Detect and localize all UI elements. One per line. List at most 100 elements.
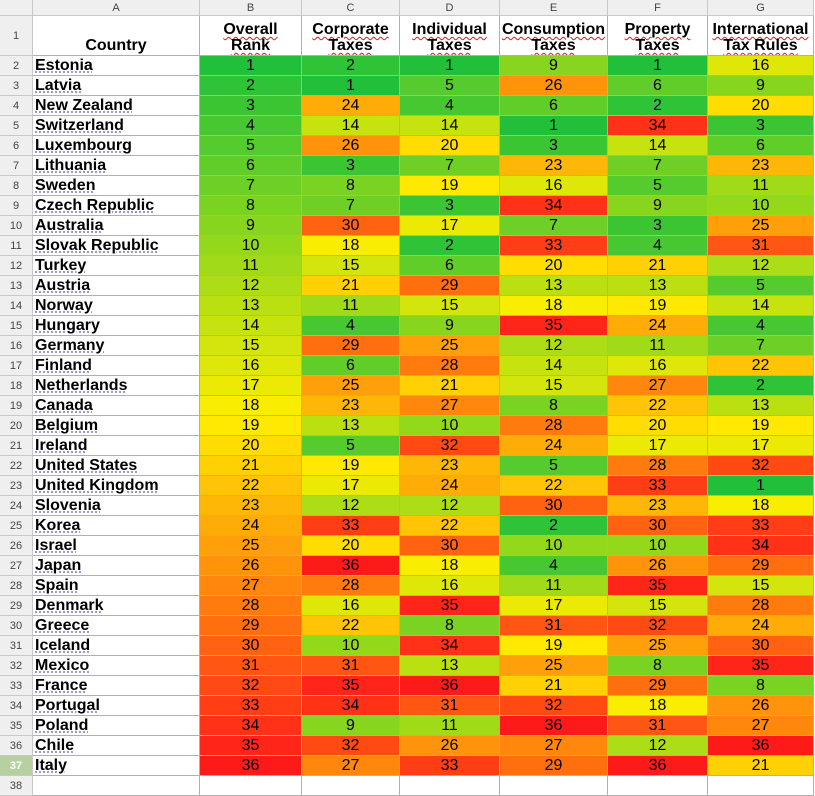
rank-cell-e[interactable]: 11 [500,576,608,596]
rank-cell-g[interactable]: 5 [708,276,814,296]
rank-cell-f[interactable]: 33 [608,476,708,496]
rank-cell-b[interactable]: 12 [200,276,302,296]
row-number[interactable]: 17 [0,356,33,376]
row-number[interactable]: 20 [0,416,33,436]
row-number[interactable]: 6 [0,136,33,156]
rank-cell-f[interactable]: 7 [608,156,708,176]
rank-cell-b[interactable]: 6 [200,156,302,176]
row-number[interactable]: 21 [0,436,33,456]
column-header-f[interactable]: F [608,0,708,16]
rank-cell-f[interactable]: 28 [608,456,708,476]
rank-cell-c[interactable]: 10 [302,636,400,656]
empty-cell[interactable] [500,776,608,796]
rank-cell-d[interactable]: 10 [400,416,500,436]
rank-cell-g[interactable]: 21 [708,756,814,776]
rank-cell-b[interactable]: 23 [200,496,302,516]
rank-cell-f[interactable]: 29 [608,676,708,696]
rank-cell-d[interactable]: 1 [400,56,500,76]
rank-cell-g[interactable]: 15 [708,576,814,596]
rank-cell-b[interactable]: 18 [200,396,302,416]
country-cell[interactable]: Slovenia [33,496,200,516]
rank-cell-b[interactable]: 15 [200,336,302,356]
rank-cell-f[interactable]: 32 [608,616,708,636]
rank-cell-d[interactable]: 7 [400,156,500,176]
rank-cell-b[interactable]: 21 [200,456,302,476]
rank-cell-d[interactable]: 4 [400,96,500,116]
rank-cell-g[interactable]: 12 [708,256,814,276]
row-number[interactable]: 4 [0,96,33,116]
rank-cell-b[interactable]: 13 [200,296,302,316]
rank-cell-g[interactable]: 29 [708,556,814,576]
rank-cell-c[interactable]: 4 [302,316,400,336]
row-number[interactable]: 18 [0,376,33,396]
rank-cell-g[interactable]: 22 [708,356,814,376]
rank-cell-d[interactable]: 36 [400,676,500,696]
rank-cell-d[interactable]: 15 [400,296,500,316]
rank-cell-b[interactable]: 9 [200,216,302,236]
country-cell[interactable]: Italy [33,756,200,776]
rank-cell-f[interactable]: 13 [608,276,708,296]
rank-cell-e[interactable]: 13 [500,276,608,296]
row-number[interactable]: 38 [0,776,33,796]
rank-cell-d[interactable]: 18 [400,556,500,576]
rank-cell-f[interactable]: 23 [608,496,708,516]
rank-cell-e[interactable]: 2 [500,516,608,536]
rank-cell-g[interactable]: 36 [708,736,814,756]
rank-cell-g[interactable]: 24 [708,616,814,636]
empty-cell[interactable] [200,776,302,796]
rank-cell-g[interactable]: 18 [708,496,814,516]
rank-cell-d[interactable]: 30 [400,536,500,556]
rank-cell-e[interactable]: 6 [500,96,608,116]
row-number[interactable]: 22 [0,456,33,476]
rank-cell-g[interactable]: 13 [708,396,814,416]
row-number[interactable]: 2 [0,56,33,76]
rank-cell-c[interactable]: 19 [302,456,400,476]
rank-cell-f[interactable]: 8 [608,656,708,676]
row-number[interactable]: 36 [0,736,33,756]
country-cell[interactable]: Denmark [33,596,200,616]
rank-cell-d[interactable]: 2 [400,236,500,256]
rank-cell-f[interactable]: 10 [608,536,708,556]
rank-cell-g[interactable]: 16 [708,56,814,76]
rank-cell-b[interactable]: 36 [200,756,302,776]
rank-cell-b[interactable]: 32 [200,676,302,696]
rank-cell-d[interactable]: 24 [400,476,500,496]
rank-cell-b[interactable]: 8 [200,196,302,216]
rank-cell-c[interactable]: 29 [302,336,400,356]
country-cell[interactable]: Lithuania [33,156,200,176]
rank-cell-b[interactable]: 22 [200,476,302,496]
row-number[interactable]: 26 [0,536,33,556]
country-cell[interactable]: Norway [33,296,200,316]
rank-cell-b[interactable]: 25 [200,536,302,556]
row-number[interactable]: 31 [0,636,33,656]
rank-cell-g[interactable]: 32 [708,456,814,476]
rank-cell-g[interactable]: 8 [708,676,814,696]
row-number[interactable]: 10 [0,216,33,236]
rank-cell-d[interactable]: 14 [400,116,500,136]
country-cell[interactable]: Korea [33,516,200,536]
rank-cell-c[interactable]: 14 [302,116,400,136]
country-cell[interactable]: Poland [33,716,200,736]
country-cell[interactable]: Hungary [33,316,200,336]
rank-cell-b[interactable]: 34 [200,716,302,736]
rank-cell-f[interactable]: 6 [608,76,708,96]
rank-cell-b[interactable]: 28 [200,596,302,616]
rank-cell-d[interactable]: 16 [400,576,500,596]
row-number[interactable]: 8 [0,176,33,196]
row-number[interactable]: 7 [0,156,33,176]
row-number[interactable]: 27 [0,556,33,576]
row-number[interactable]: 34 [0,696,33,716]
rank-cell-f[interactable]: 9 [608,196,708,216]
row-number[interactable]: 1 [0,16,33,56]
rank-cell-c[interactable]: 22 [302,616,400,636]
country-cell[interactable]: Finland [33,356,200,376]
rank-cell-d[interactable]: 26 [400,736,500,756]
rank-cell-f[interactable]: 35 [608,576,708,596]
row-number[interactable]: 19 [0,396,33,416]
rank-cell-f[interactable]: 4 [608,236,708,256]
row-number[interactable]: 35 [0,716,33,736]
rank-cell-c[interactable]: 11 [302,296,400,316]
country-cell[interactable]: Turkey [33,256,200,276]
rank-cell-f[interactable]: 11 [608,336,708,356]
rank-cell-d[interactable]: 23 [400,456,500,476]
